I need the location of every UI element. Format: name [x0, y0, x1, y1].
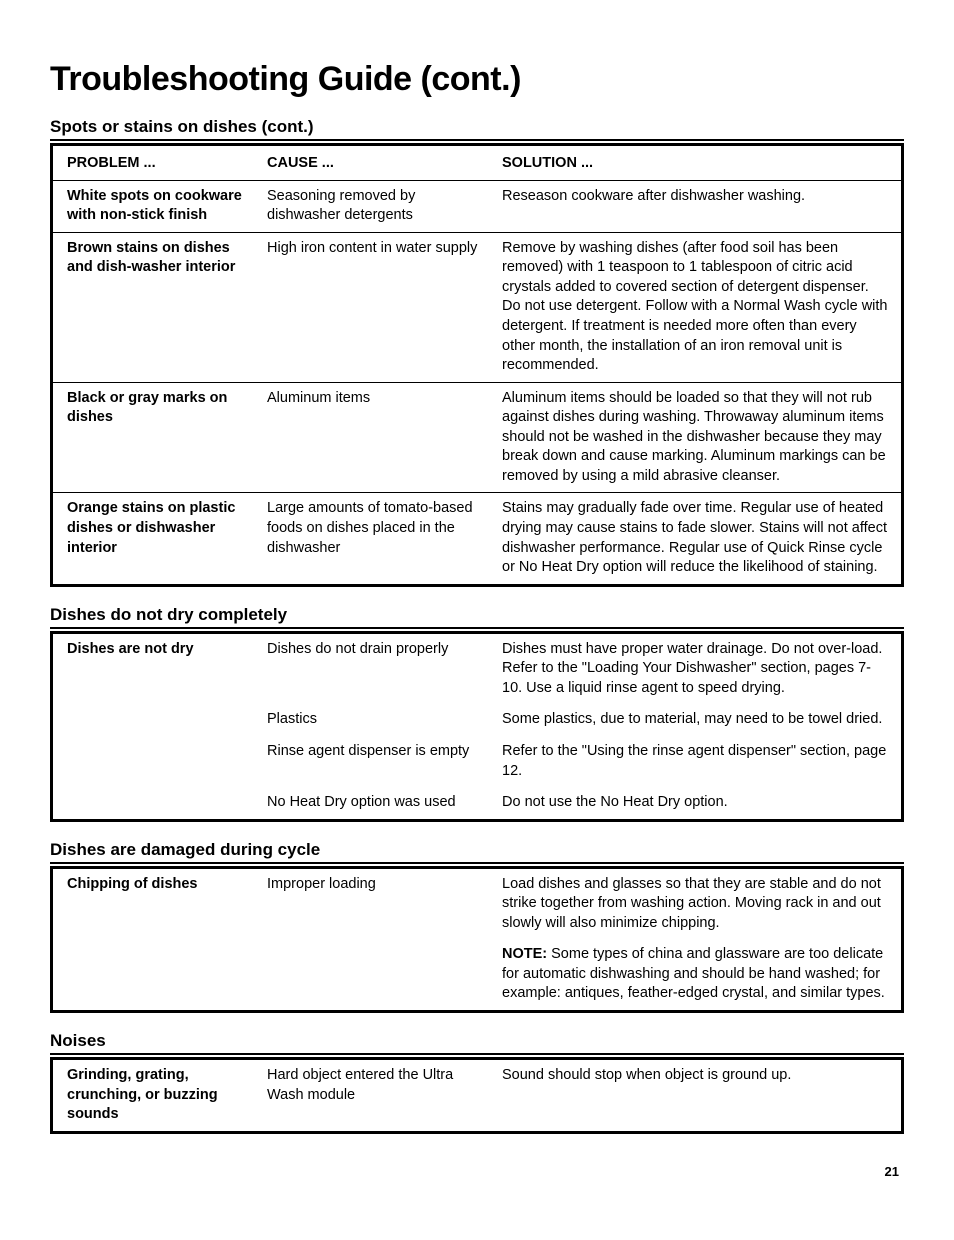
section-heading-spots: Spots or stains on dishes (cont.)	[50, 117, 904, 141]
problem-cell: Chipping of dishes	[53, 869, 253, 940]
noises-table: Grinding, grating, crunching, or buzzing…	[50, 1057, 904, 1134]
page-container: Troubleshooting Guide (cont.) Spots or s…	[0, 0, 954, 1219]
empty-cell	[253, 939, 488, 1010]
solution-cell: Some plastics, due to material, may need…	[488, 704, 901, 736]
solution-cell: Do not use the No Heat Dry option.	[488, 787, 901, 819]
problem-cell	[53, 704, 253, 736]
solution-cell: Refer to the "Using the rinse agent disp…	[488, 736, 901, 787]
solution-cell: Load dishes and glasses so that they are…	[488, 869, 901, 940]
solution-cell: Sound should stop when object is ground …	[488, 1060, 901, 1131]
table-row: Black or gray marks on dishes Aluminum i…	[53, 382, 901, 493]
table-row: Brown stains on dishes and dish-washer i…	[53, 232, 901, 382]
cause-cell: Seasoning removed by dishwasher detergen…	[253, 181, 488, 232]
problem-cell: Orange stains on plastic dishes or dishw…	[53, 492, 253, 583]
col-header-problem: PROBLEM ...	[53, 146, 253, 181]
table-row: Plastics Some plastics, due to material,…	[53, 704, 901, 736]
table-row: NOTE: Some types of china and glassware …	[53, 939, 901, 1010]
section-heading-noises: Noises	[50, 1031, 904, 1055]
note-label: NOTE:	[502, 946, 547, 962]
problem-cell: Grinding, grating, crunching, or buzzing…	[53, 1060, 253, 1131]
problem-cell: Dishes are not dry	[53, 634, 253, 705]
table-row: Rinse agent dispenser is empty Refer to …	[53, 736, 901, 787]
table-row: Dishes are not dry Dishes do not drain p…	[53, 634, 901, 705]
cause-cell: Rinse agent dispenser is empty	[253, 736, 488, 787]
table-row: No Heat Dry option was used Do not use t…	[53, 787, 901, 819]
spots-table: PROBLEM ... CAUSE ... SOLUTION ... White…	[50, 143, 904, 587]
page-title: Troubleshooting Guide (cont.)	[50, 60, 904, 99]
solution-cell: Stains may gradually fade over time. Reg…	[488, 492, 901, 583]
dry-table: Dishes are not dry Dishes do not drain p…	[50, 631, 904, 822]
cause-cell: Large amounts of tomato-based foods on d…	[253, 492, 488, 583]
cause-cell: High iron content in water supply	[253, 232, 488, 382]
cause-cell: Dishes do not drain properly	[253, 634, 488, 705]
table-header-row: PROBLEM ... CAUSE ... SOLUTION ...	[53, 146, 901, 181]
problem-cell	[53, 736, 253, 787]
solution-cell: Remove by washing dishes (after food soi…	[488, 232, 901, 382]
table-row: Grinding, grating, crunching, or buzzing…	[53, 1060, 901, 1131]
cause-cell: Hard object entered the Ultra Wash modul…	[253, 1060, 488, 1131]
damaged-table: Chipping of dishes Improper loading Load…	[50, 866, 904, 1013]
table-row: White spots on cookware with non-stick f…	[53, 181, 901, 232]
col-header-solution: SOLUTION ...	[488, 146, 901, 181]
empty-cell	[53, 939, 253, 1010]
cause-cell: No Heat Dry option was used	[253, 787, 488, 819]
cause-cell: Improper loading	[253, 869, 488, 940]
problem-cell: Black or gray marks on dishes	[53, 382, 253, 493]
cause-cell: Aluminum items	[253, 382, 488, 493]
section-heading-dry: Dishes do not dry completely	[50, 605, 904, 629]
note-text: Some types of china and glassware are to…	[502, 946, 885, 1001]
section-heading-damaged: Dishes are damaged during cycle	[50, 840, 904, 864]
table-row: Orange stains on plastic dishes or dishw…	[53, 492, 901, 583]
page-number: 21	[50, 1164, 904, 1179]
solution-cell: Reseason cookware after dishwasher washi…	[488, 181, 901, 232]
cause-cell: Plastics	[253, 704, 488, 736]
problem-cell: White spots on cookware with non-stick f…	[53, 181, 253, 232]
solution-note-cell: NOTE: Some types of china and glassware …	[488, 939, 901, 1010]
table-row: Chipping of dishes Improper loading Load…	[53, 869, 901, 940]
solution-cell: Dishes must have proper water drainage. …	[488, 634, 901, 705]
problem-cell: Brown stains on dishes and dish-washer i…	[53, 232, 253, 382]
solution-cell: Aluminum items should be loaded so that …	[488, 382, 901, 493]
col-header-cause: CAUSE ...	[253, 146, 488, 181]
problem-cell	[53, 787, 253, 819]
